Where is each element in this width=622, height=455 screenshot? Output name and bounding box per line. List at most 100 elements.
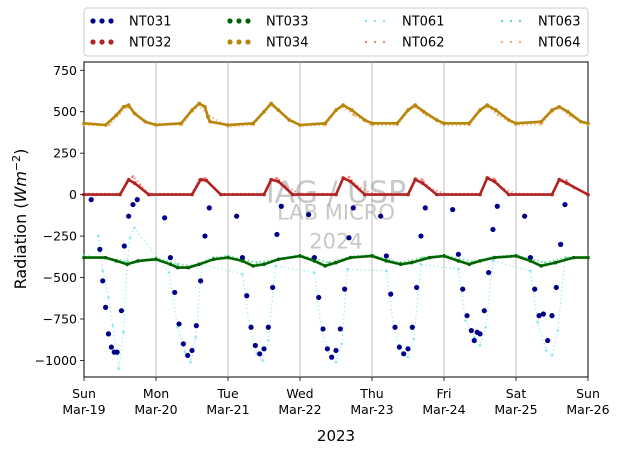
point-NT034-12: [206, 114, 210, 119]
legend-marker-NT063-1: [509, 19, 513, 23]
point-NT062-4: [138, 183, 142, 186]
legend-marker-NT064-1: [509, 40, 513, 44]
point-NT031-32: [270, 284, 276, 291]
point-NT031-50: [396, 344, 402, 350]
point-NT032-3: [132, 181, 137, 185]
legend-item-NT062: NT062: [364, 36, 444, 51]
legend-marker-NT031-1: [99, 18, 105, 24]
point-NT033-0: [82, 255, 86, 260]
point-NT031-47: [383, 253, 389, 259]
point-NT034-15: [251, 121, 255, 126]
ytick-label-0: 750: [53, 63, 77, 78]
point-NT031-49: [392, 324, 398, 330]
point-NT061-19: [267, 339, 270, 342]
point-NT034-25: [363, 118, 367, 122]
series-NT031: [88, 197, 568, 360]
point-NT032-22: [485, 176, 490, 180]
point-NT033-4: [136, 259, 140, 263]
point-NT032-2: [126, 177, 131, 182]
xtick-date-5: Mar-24: [422, 402, 465, 417]
point-NT034-20: [298, 123, 302, 127]
point-NT031-34: [278, 203, 284, 209]
point-NT064-1: [107, 123, 111, 127]
point-NT061-34: [464, 319, 467, 322]
point-NT034-4: [126, 103, 131, 107]
point-NT034-13: [208, 119, 212, 124]
point-NT033-12: [240, 259, 245, 263]
point-NT061-35: [472, 335, 476, 339]
point-NT034-34: [478, 108, 482, 112]
y-axis-label-close: ): [11, 149, 30, 155]
point-NT034-8: [179, 121, 183, 126]
point-NT061-15: [241, 272, 244, 276]
legend-item-NT063: NT063: [500, 15, 580, 30]
legend-label-NT034: NT034: [266, 36, 308, 51]
point-NT061-40: [536, 320, 539, 324]
point-NT034-38: [514, 121, 518, 126]
point-NT031-18: [185, 352, 191, 359]
legend-marker-NT061-0: [364, 19, 368, 23]
point-NT031-41: [333, 347, 339, 354]
point-NT031-37: [316, 294, 322, 301]
y-axis-label: Radiation (Wm−2): [10, 149, 30, 290]
xtick-day-3: Wed: [286, 386, 313, 401]
point-NT034-42: [566, 109, 570, 114]
point-NT031-3: [103, 304, 109, 310]
legend-label-NT032: NT032: [129, 36, 171, 51]
point-NT031-74: [545, 337, 551, 344]
point-NT031-68: [494, 203, 500, 209]
watermark-line-2: 2024: [309, 230, 362, 254]
point-NT064-29: [496, 113, 500, 117]
point-NT031-28: [252, 342, 258, 349]
point-NT063-8: [255, 261, 259, 264]
point-NT031-8: [118, 308, 125, 314]
point-NT061-36: [478, 344, 482, 347]
point-NT031-35: [306, 211, 312, 218]
point-NT032-28: [586, 192, 590, 197]
point-NT031-48: [388, 291, 394, 297]
point-NT031-9: [121, 243, 127, 249]
point-NT032-1: [118, 192, 122, 197]
point-NT031-38: [320, 326, 326, 332]
point-NT033-35: [571, 255, 576, 260]
plot-area: [83, 61, 589, 378]
point-NT034-7: [154, 123, 158, 127]
point-NT032-6: [198, 177, 203, 182]
point-NT031-61: [468, 327, 474, 334]
point-NT061-1: [101, 269, 105, 273]
point-NT034-36: [494, 108, 498, 112]
point-NT032-10: [269, 177, 274, 182]
point-NT061-37: [484, 325, 488, 329]
point-NT032-20: [435, 192, 439, 197]
point-NT034-2: [114, 113, 119, 117]
watermark-line-1: LAB MICRO: [277, 201, 395, 225]
point-NT034-5: [132, 111, 137, 116]
xtick-day-7: Sun: [576, 386, 600, 401]
point-NT031-12: [134, 197, 140, 203]
point-NT031-64: [477, 331, 483, 337]
series-NT034: [82, 101, 590, 127]
point-NT032-13: [334, 192, 338, 197]
point-NT031-53: [409, 324, 415, 330]
point-NT034-44: [586, 121, 590, 126]
point-NT033-11: [226, 255, 230, 260]
xtick-day-5: Fri: [437, 386, 452, 401]
xtick-date-0: Mar-19: [62, 402, 105, 417]
point-NT034-16: [262, 109, 266, 114]
legend-marker-NT062-2: [382, 40, 386, 44]
grid: [155, 62, 517, 377]
point-NT061-12: [189, 360, 192, 364]
point-NT031-7: [114, 349, 120, 355]
point-NT034-28: [406, 108, 410, 112]
point-NT031-69: [522, 213, 528, 219]
point-NT033-24: [409, 260, 414, 265]
point-NT031-14: [167, 255, 173, 261]
point-NT061-9: [167, 271, 171, 274]
point-NT032-12: [291, 192, 295, 197]
point-NT034-43: [579, 119, 583, 124]
point-NT031-36: [311, 255, 317, 261]
y-axis-ticks: 750 500 250 0 −250 −500 −750 −1000: [35, 63, 84, 368]
point-NT033-2: [114, 259, 119, 263]
point-NT031-65: [481, 308, 487, 314]
